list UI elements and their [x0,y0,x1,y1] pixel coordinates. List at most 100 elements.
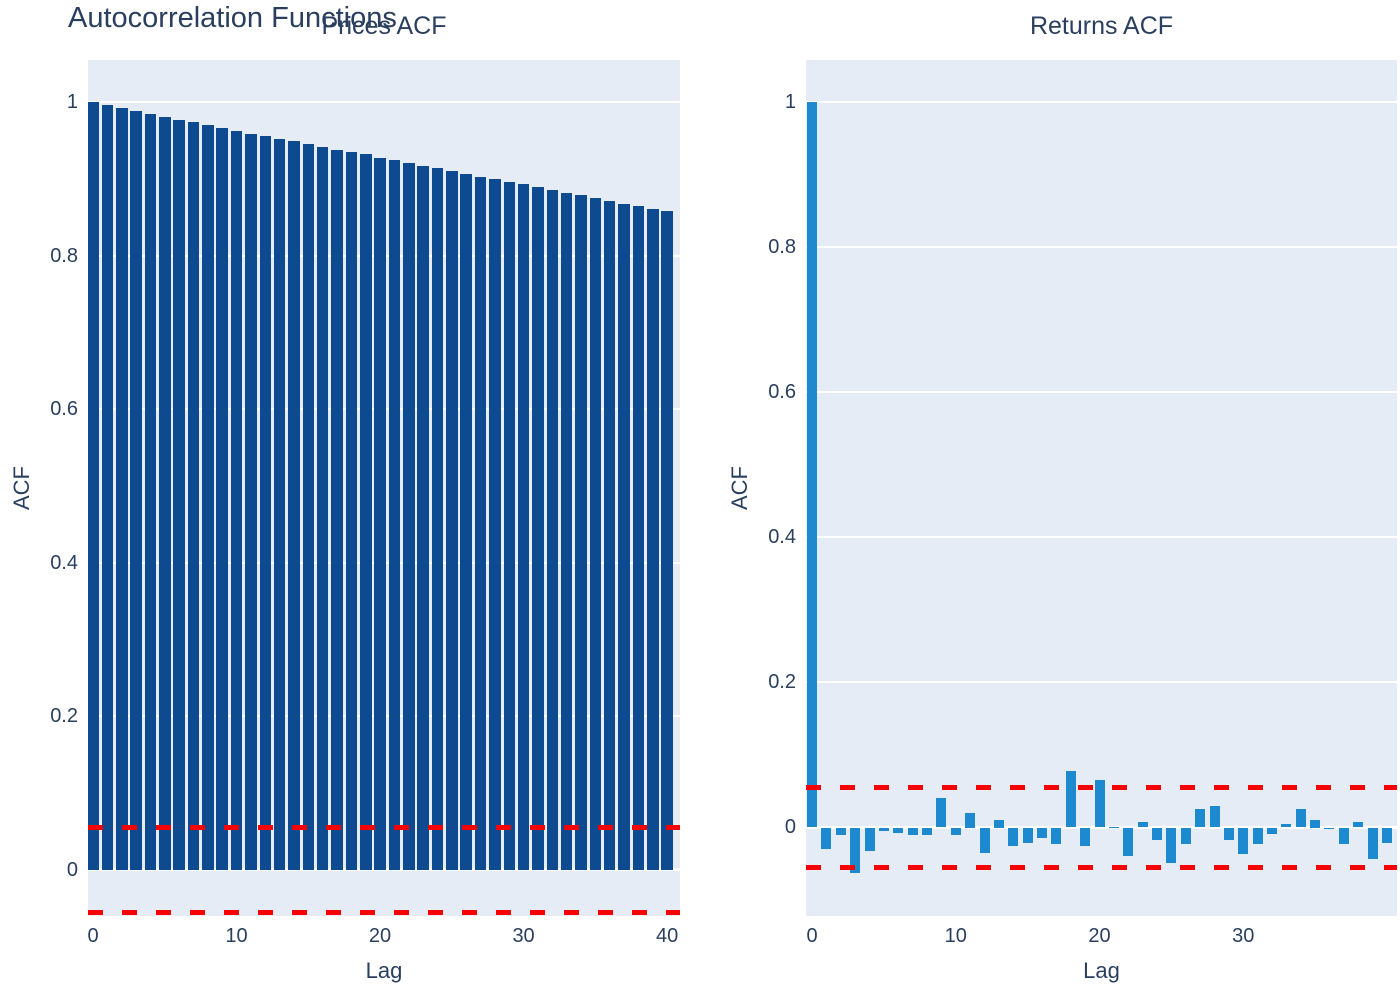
y-tick-label: 0.8 [768,236,796,259]
acf-bar[interactable] [1381,827,1392,843]
y-tick-label: 0.2 [768,671,796,694]
acf-bar[interactable] [1022,827,1033,843]
acf-bar[interactable] [302,144,314,870]
acf-bar[interactable] [489,179,501,870]
acf-bar[interactable] [807,102,817,828]
acf-bar[interactable] [560,192,573,870]
acf-bar[interactable] [1209,805,1220,828]
acf-bar[interactable] [1238,827,1249,854]
x-tick-label: 0 [87,925,99,947]
acf-bar[interactable] [1037,827,1047,838]
acf-bar[interactable] [245,133,257,870]
acf-bar[interactable] [1367,827,1378,859]
y-tick-label: 0.4 [50,551,78,574]
acf-bar[interactable] [374,157,386,870]
acf-bar[interactable] [88,102,99,870]
acf-bar[interactable] [331,149,343,870]
acf-bar[interactable] [503,182,515,870]
acf-bar[interactable] [101,105,114,870]
acf-bar[interactable] [618,203,630,870]
acf-bar[interactable] [993,819,1004,828]
acf-bar[interactable] [1353,822,1364,828]
x-tick-label: 10 [944,925,967,947]
acf-bar[interactable] [1051,827,1062,844]
acf-bar[interactable] [1166,827,1177,863]
acf-bar[interactable] [1094,780,1105,828]
acf-bar[interactable] [1338,827,1349,845]
acf-bar[interactable] [1195,809,1206,828]
acf-bar[interactable] [474,176,487,870]
acf-bar[interactable] [360,154,372,870]
x-tick-label: 40 [655,925,679,947]
acf-bar[interactable] [517,184,530,870]
acf-bar[interactable] [230,130,243,870]
acf-bar[interactable] [922,827,932,835]
acf-bar[interactable] [546,189,558,870]
acf-bar[interactable] [647,208,659,870]
acf-bar[interactable] [878,827,889,832]
acf-bar[interactable] [835,827,846,835]
acf-bar[interactable] [893,827,904,834]
acf-bar[interactable] [460,173,472,870]
acf-bar[interactable] [850,827,861,873]
acf-bar[interactable] [316,146,329,870]
acf-bar[interactable] [288,141,300,870]
subplot-title-returns: Returns ACF [1029,12,1174,40]
zero-line [88,868,680,872]
acf-bar[interactable] [259,136,271,870]
acf-bar[interactable] [1252,827,1263,844]
acf-bar[interactable] [979,827,990,853]
plot-area-returns[interactable] [806,60,1397,916]
acf-bar[interactable] [965,813,976,828]
acf-bar[interactable] [273,139,286,870]
acf-bar[interactable] [864,827,875,852]
x-tick-label: 30 [1232,925,1255,947]
acf-bar[interactable] [431,168,444,870]
acf-bar[interactable] [1080,827,1091,846]
acf-bar[interactable] [907,827,918,835]
acf-bar[interactable] [1295,808,1306,828]
acf-bar[interactable] [1108,826,1119,828]
acf-bar[interactable] [1137,822,1148,828]
acf-bar[interactable] [130,111,142,870]
grid-line [806,681,1397,684]
acf-bar[interactable] [173,119,185,870]
acf-bar[interactable] [446,171,458,870]
y-tick-label: 0.2 [50,705,78,728]
acf-bar[interactable] [661,211,673,870]
acf-bar[interactable] [1324,827,1335,829]
acf-bar[interactable] [144,113,157,870]
grid-line [806,536,1397,539]
acf-bar[interactable] [216,128,228,870]
acf-bar[interactable] [603,200,616,870]
y-tick-label: 1 [784,91,796,114]
acf-bar[interactable] [345,152,358,870]
acf-bar[interactable] [417,165,429,870]
acf-bar[interactable] [388,159,401,870]
acf-bar[interactable] [403,162,415,870]
acf-bar[interactable] [575,195,587,870]
acf-bar[interactable] [1065,770,1076,828]
acf-bar[interactable] [532,187,544,870]
acf-bar[interactable] [950,827,961,835]
acf-bar[interactable] [1123,827,1134,856]
acf-bar[interactable] [589,198,602,870]
acf-bar[interactable] [202,125,214,870]
acf-bar[interactable] [159,116,171,870]
acf-bar[interactable] [1152,827,1162,840]
acf-bar[interactable] [1180,827,1191,844]
acf-bar[interactable] [632,205,645,870]
acf-bar[interactable] [821,827,832,850]
acf-bar[interactable] [1267,827,1277,834]
acf-bar[interactable] [1281,823,1292,828]
acf-bar[interactable] [1223,827,1234,840]
acf-bar[interactable] [116,108,128,870]
acf-bar[interactable] [187,122,200,870]
acf-bar[interactable] [936,797,947,828]
acf-bar[interactable] [1310,819,1321,828]
plot-area-prices[interactable] [88,60,680,916]
y-tick-label: 0 [66,858,78,881]
acf-bar[interactable] [1008,827,1019,846]
confidence-line-upper [88,825,680,831]
figure-title: Autocorrelation Functions [68,2,397,34]
